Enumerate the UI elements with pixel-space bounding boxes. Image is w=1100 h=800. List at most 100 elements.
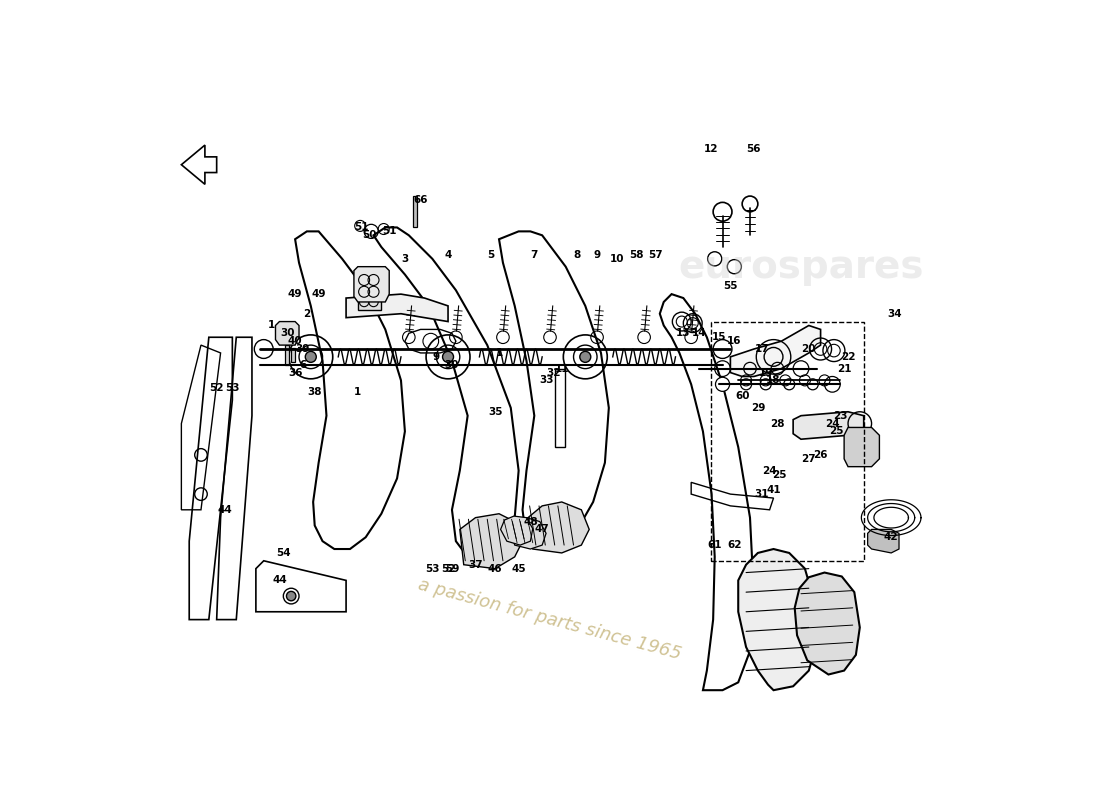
Text: 24: 24: [762, 466, 777, 475]
Circle shape: [306, 351, 317, 362]
Text: 1: 1: [495, 348, 503, 358]
Text: 8: 8: [574, 250, 581, 260]
Text: 39: 39: [296, 344, 310, 354]
Text: 48: 48: [524, 517, 538, 526]
Text: 45: 45: [512, 564, 526, 574]
Text: 9: 9: [432, 352, 440, 362]
Text: 17: 17: [755, 344, 769, 354]
Text: 30: 30: [444, 360, 459, 370]
Text: 25: 25: [772, 470, 788, 479]
Text: 56: 56: [747, 144, 761, 154]
Text: 54: 54: [276, 548, 290, 558]
Circle shape: [715, 378, 729, 391]
Text: 1: 1: [268, 321, 275, 330]
Text: 34: 34: [888, 309, 902, 318]
Text: 44: 44: [272, 575, 287, 586]
Polygon shape: [460, 514, 522, 569]
Polygon shape: [730, 326, 821, 377]
Text: 10: 10: [609, 254, 624, 264]
Text: 26: 26: [813, 450, 828, 460]
Text: 27: 27: [802, 454, 816, 464]
Text: 24: 24: [825, 418, 839, 429]
Text: 49: 49: [288, 289, 302, 299]
Text: 40: 40: [288, 336, 302, 346]
Text: 5: 5: [487, 250, 495, 260]
Polygon shape: [500, 516, 532, 545]
Text: 46: 46: [487, 564, 503, 574]
Polygon shape: [510, 518, 546, 549]
Text: 51: 51: [382, 226, 396, 236]
Text: 30: 30: [280, 328, 295, 338]
Text: 2: 2: [304, 309, 310, 318]
Text: 36: 36: [288, 367, 302, 378]
Text: 61: 61: [707, 540, 722, 550]
Polygon shape: [794, 573, 860, 674]
Text: 55: 55: [723, 282, 738, 291]
Text: 16: 16: [727, 336, 741, 346]
Text: 9: 9: [594, 250, 601, 260]
Text: 49: 49: [311, 289, 326, 299]
Text: 1: 1: [354, 387, 362, 397]
Bar: [285, 345, 289, 365]
Text: 19: 19: [759, 367, 773, 378]
Circle shape: [286, 591, 296, 601]
Text: 37: 37: [469, 560, 483, 570]
Polygon shape: [868, 530, 899, 553]
Polygon shape: [354, 266, 389, 302]
Text: 31: 31: [755, 489, 769, 499]
Circle shape: [825, 377, 840, 392]
Text: 7: 7: [530, 250, 538, 260]
Text: 38: 38: [308, 387, 322, 397]
Text: 52: 52: [209, 383, 224, 394]
Text: 3: 3: [402, 254, 408, 264]
Bar: [412, 196, 417, 227]
Text: 23: 23: [833, 410, 847, 421]
Bar: [556, 369, 565, 447]
Text: a passion for parts since 1965: a passion for parts since 1965: [417, 576, 683, 663]
Circle shape: [580, 351, 591, 362]
Polygon shape: [358, 278, 382, 310]
Text: 21: 21: [837, 364, 851, 374]
Text: 42: 42: [884, 532, 899, 542]
Text: 32: 32: [547, 367, 561, 378]
Bar: [292, 348, 295, 362]
Text: 6: 6: [299, 360, 307, 370]
Text: 58: 58: [629, 250, 644, 260]
Text: 29: 29: [750, 403, 764, 413]
Text: 50: 50: [362, 230, 377, 240]
Text: 52: 52: [441, 564, 455, 574]
Text: 47: 47: [535, 525, 550, 534]
Circle shape: [442, 351, 453, 362]
Circle shape: [713, 340, 732, 358]
Polygon shape: [793, 412, 864, 439]
Text: 4: 4: [444, 250, 452, 260]
Text: 53: 53: [425, 564, 440, 574]
Circle shape: [254, 340, 273, 358]
Text: eurospares: eurospares: [679, 248, 924, 286]
Circle shape: [740, 379, 751, 390]
Text: 59: 59: [444, 564, 459, 574]
Circle shape: [783, 379, 794, 390]
Text: 53: 53: [226, 383, 240, 394]
Text: 11: 11: [554, 364, 569, 374]
Text: 18: 18: [767, 375, 781, 386]
Text: 20: 20: [802, 344, 816, 354]
Polygon shape: [738, 549, 816, 690]
Circle shape: [807, 379, 818, 390]
Text: 41: 41: [767, 485, 781, 495]
Text: 44: 44: [217, 505, 232, 515]
Circle shape: [760, 379, 771, 390]
Text: 57: 57: [649, 250, 663, 260]
Text: 12: 12: [704, 144, 718, 154]
Text: 15: 15: [712, 332, 726, 342]
Text: 66: 66: [414, 195, 428, 205]
Polygon shape: [528, 502, 590, 553]
Text: 33: 33: [539, 375, 553, 386]
Text: 25: 25: [829, 426, 844, 436]
Text: 35: 35: [487, 406, 503, 417]
Bar: [711, 322, 864, 561]
Polygon shape: [844, 427, 879, 466]
Text: 14: 14: [692, 328, 706, 338]
Text: 60: 60: [735, 391, 749, 401]
Text: 28: 28: [770, 418, 784, 429]
